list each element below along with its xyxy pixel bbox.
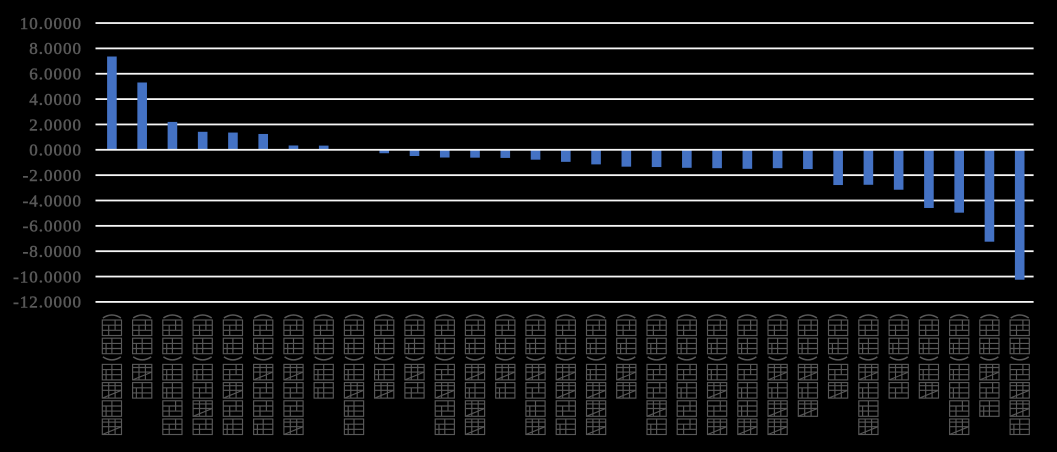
svg-text:6.0000: 6.0000 xyxy=(29,65,82,84)
svg-text:10.0000: 10.0000 xyxy=(20,14,82,33)
svg-text:-8.0000: -8.0000 xyxy=(23,242,82,261)
svg-text:2.0000: 2.0000 xyxy=(29,115,82,134)
svg-text:8.0000: 8.0000 xyxy=(29,39,82,58)
svg-text:4.0000: 4.0000 xyxy=(29,90,82,109)
svg-text:-2.0000: -2.0000 xyxy=(23,166,82,185)
svg-text:-12.0000: -12.0000 xyxy=(13,293,82,312)
svg-text:-10.0000: -10.0000 xyxy=(13,267,82,286)
svg-text:-4.0000: -4.0000 xyxy=(23,191,82,210)
svg-text:0.0000: 0.0000 xyxy=(29,141,82,160)
svg-text:-6.0000: -6.0000 xyxy=(23,217,82,236)
